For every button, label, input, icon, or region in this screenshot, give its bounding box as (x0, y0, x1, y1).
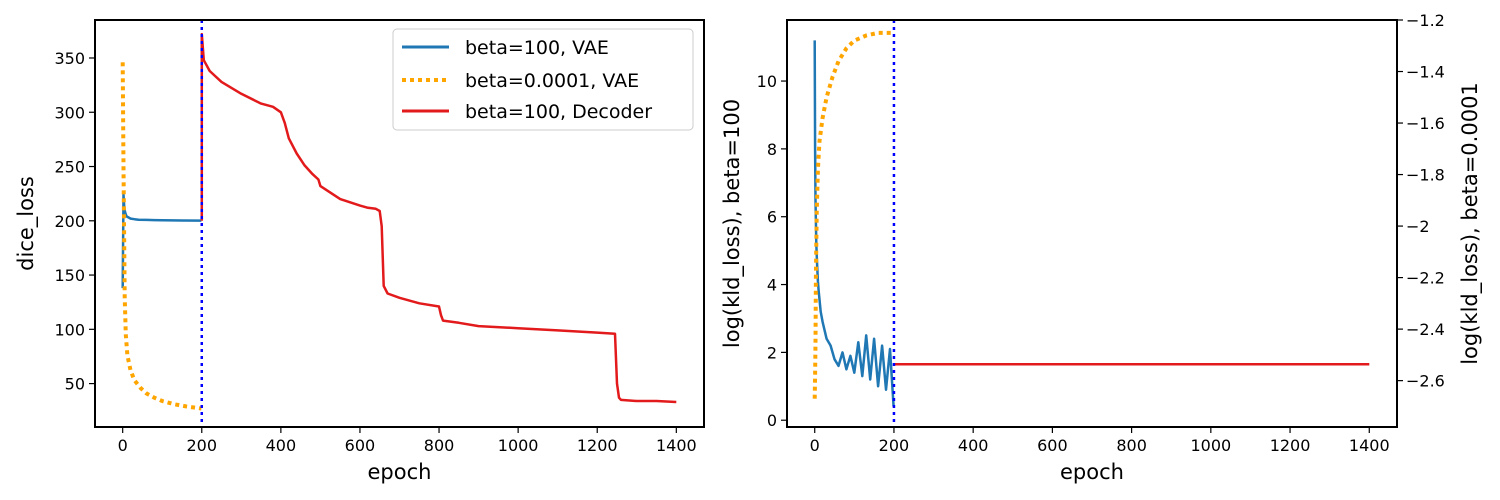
y2-tick-label: −2.4 (1406, 320, 1445, 339)
x-tick-label: 0 (118, 436, 128, 455)
legend: beta=100, VAE beta=0.0001, VAE beta=100,… (392, 28, 694, 131)
x-tick-label: 200 (879, 436, 910, 455)
x-tick-label: 1200 (577, 436, 618, 455)
x-tick-label: 1400 (656, 436, 697, 455)
x-tick-label: 800 (424, 436, 455, 455)
y-tick-label: 200 (54, 212, 85, 231)
y-tick-label: 2 (767, 343, 777, 362)
y-tick-label: 150 (54, 266, 85, 285)
x-tick-label: 1400 (1349, 436, 1390, 455)
x-axis-label: epoch (368, 460, 432, 484)
y-tick-label: 10 (757, 72, 777, 91)
x-tick-label: 0 (810, 436, 820, 455)
x-tick-label: 600 (345, 436, 376, 455)
y-tick-label: 4 (767, 276, 777, 295)
x-tick-label: 800 (1116, 436, 1147, 455)
y2-tick-label: −1.6 (1406, 114, 1445, 133)
y-tick-label: 250 (54, 158, 85, 177)
x-tick-label: 1200 (1270, 436, 1311, 455)
series-line-1 (812, 30, 894, 399)
y2-tick-label: −1.8 (1406, 166, 1445, 185)
x-tick-label: 400 (266, 436, 297, 455)
dice-loss-chart: 0 200 400 600 800 1000 1200 1400 50 100 150 200 250 3… (14, 19, 705, 484)
legend-label-0: beta=100, VAE (465, 37, 609, 59)
y-tick-label: 6 (767, 208, 777, 227)
x-tick-label: 200 (186, 436, 217, 455)
y-tick-label: 100 (54, 320, 85, 339)
y-axis-label: dice_loss (14, 176, 39, 271)
y-tick-label: 0 (767, 411, 777, 430)
plot-frame (786, 19, 1398, 428)
x-tick-label: 1000 (498, 436, 539, 455)
y2-tick-label: −2 (1406, 217, 1430, 236)
plot-frame (94, 19, 705, 428)
x-tick-label: 400 (958, 436, 989, 455)
y-axis-label: log(kld_loss), beta=100 (720, 99, 745, 348)
y-tick-label: 350 (54, 49, 85, 68)
series-line-1 (120, 62, 202, 411)
y-tick-label: 8 (767, 140, 777, 159)
legend-label-2: beta=100, Decoder (465, 101, 652, 123)
y2-axis-label: log(kld_loss), beta=0.0001 (1458, 82, 1483, 365)
y2-tick-label: −2.2 (1406, 269, 1445, 288)
y-tick-label: 50 (65, 375, 85, 394)
y2-tick-label: −1.4 (1406, 63, 1445, 82)
legend-box (392, 28, 694, 131)
kld-loss-chart: 0 200 400 600 800 1000 1200 1400 0 2 4 6 8 10 −2.6 −2.4… (720, 11, 1483, 484)
x-tick-label: 600 (1037, 436, 1068, 455)
series-line-0 (121, 193, 202, 289)
y-tick-label: 300 (54, 103, 85, 122)
series-line-0 (813, 40, 895, 407)
x-axis-label: epoch (1060, 460, 1124, 484)
series-line-2 (200, 32, 677, 404)
y2-tick-label: −2.6 (1406, 372, 1445, 391)
x-tick-label: 1000 (1190, 436, 1231, 455)
y2-tick-label: −1.2 (1406, 11, 1445, 30)
legend-label-1: beta=0.0001, VAE (465, 70, 639, 92)
